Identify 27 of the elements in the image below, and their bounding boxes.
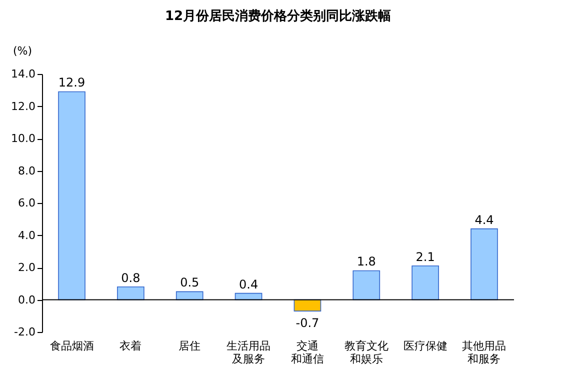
y-axis-title: (%) [12,44,32,58]
data-label: 2.1 [416,250,435,264]
data-label: 0.5 [180,276,200,290]
x-tick-label: 教育文化和娱乐 [344,340,388,366]
x-tick-label: 交通和通信 [290,340,324,366]
data-label: 0.4 [238,277,258,292]
data-label: 4.4 [474,212,494,227]
y-tick-label: 12.0 [11,100,36,113]
y-tick-label: 10.0 [11,132,36,145]
x-tick-label: 医疗保健 [403,340,448,352]
x-tick-label: 食品烟酒 [50,340,94,352]
data-label: 1.8 [356,254,376,269]
y-tick-label: 14.0 [11,68,36,80]
data-label: 12.9 [58,76,86,90]
data-label: 0.8 [121,270,140,285]
y-tick-label: 8.0 [18,164,36,178]
x-tick-label: 其他用品和服务 [462,340,506,366]
data-label: -0.7 [296,316,320,330]
x-tick-label: 生活用品及服务 [226,340,271,366]
chart-title: 12月份居民消费价格分类别同比涨跌幅 [164,9,392,24]
y-tick-label: 6.0 [18,196,36,210]
x-tick-label: 衣着 [120,340,142,352]
y-tick-label: -2.0 [14,326,36,338]
y-tick-label: 4.0 [18,228,36,242]
y-tick-label: 2.0 [18,261,36,274]
y-tick-label: 0.0 [18,293,36,306]
x-tick-label: 居住 [178,340,201,352]
